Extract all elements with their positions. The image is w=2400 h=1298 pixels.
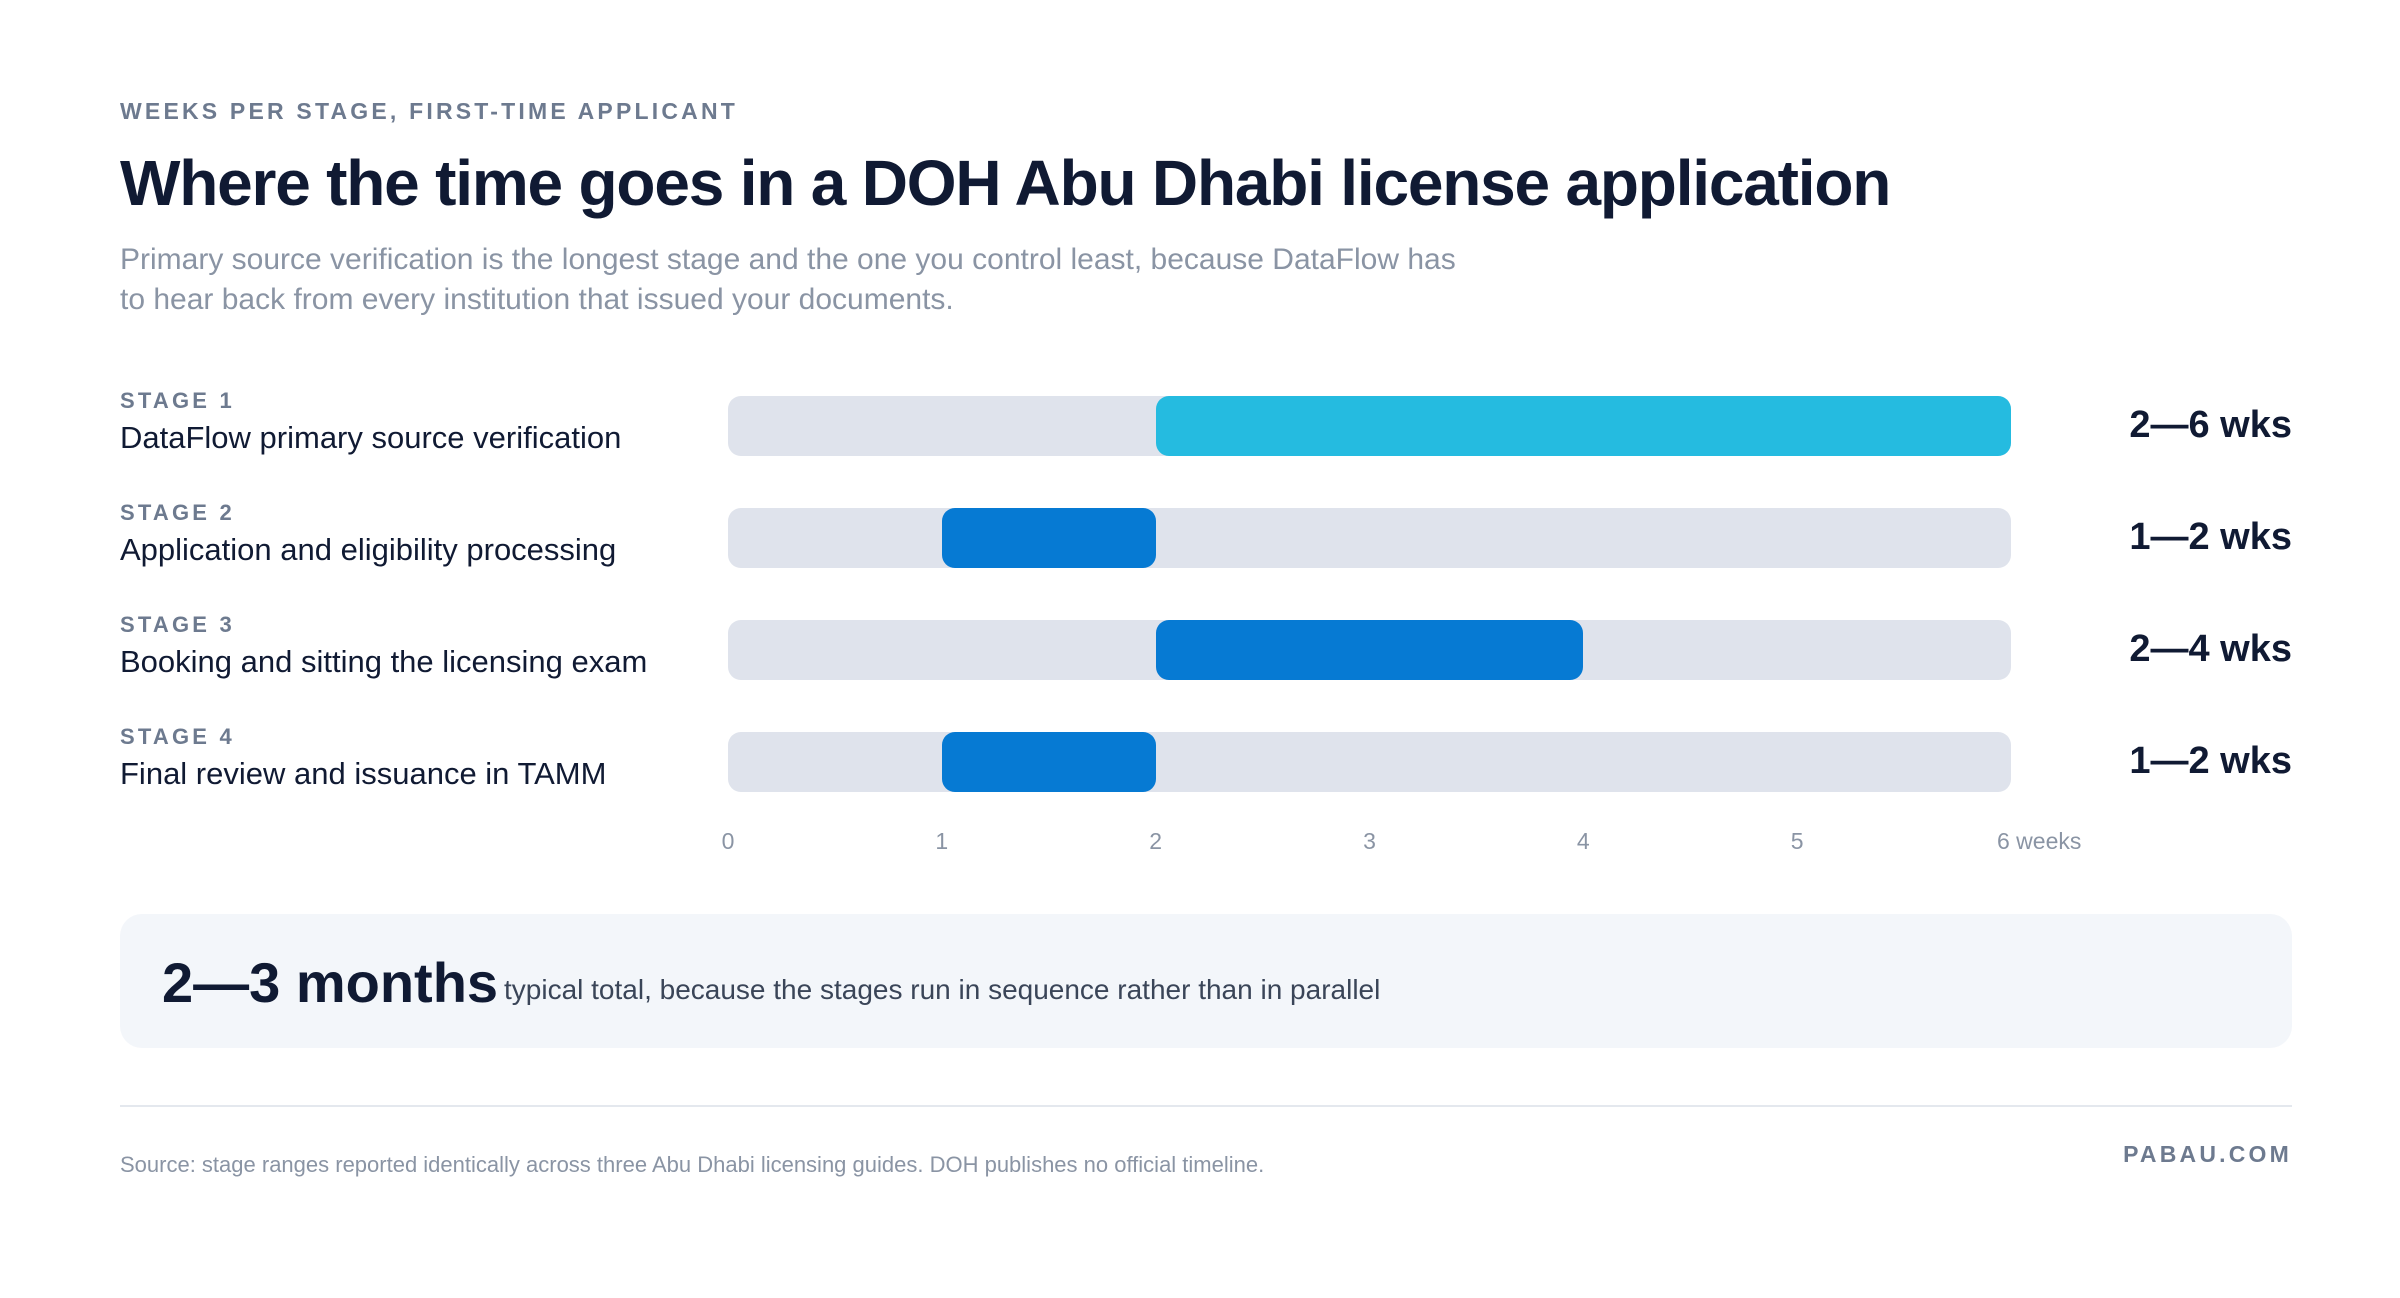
stage-row: STAGE 1 DataFlow primary source verificat… [120, 388, 2292, 478]
stage-name-label: Final review and issuance in TAMM [120, 756, 607, 791]
range-bar [941, 732, 1156, 792]
bar-track [728, 508, 2011, 568]
x-axis: 0 1 2 3 4 5 6 weeks [722, 828, 2082, 858]
range-bar [1155, 396, 2011, 456]
chart-title: Where the time goes in a DOH Abu Dhabi l… [120, 147, 1891, 219]
x-tick-label: 6 weeks [1997, 828, 2082, 854]
stage-number-label: STAGE 2 [120, 500, 235, 525]
x-tick-label: 0 [721, 828, 735, 854]
stage-row: STAGE 2 Application and eligibility proce… [120, 500, 2292, 590]
x-tick-label: 5 [1790, 828, 1804, 854]
stage-name-label: Application and eligibility processing [120, 532, 617, 567]
range-bar [1155, 620, 1584, 680]
total-summary-card: 2—3 months typical total, because the st… [120, 914, 2292, 1048]
range-value-label: 1—2 wks [2129, 740, 2292, 782]
stage-name-label: Booking and sitting the licensing exam [120, 644, 648, 679]
total-note: typical total, because the stages run in… [504, 974, 1381, 1005]
stage-number-label: STAGE 1 [120, 388, 235, 413]
bar-track [728, 732, 2011, 792]
range-bar [941, 508, 1156, 568]
total-value: 2—3 months [162, 951, 499, 1014]
x-tick-label: 2 [1149, 828, 1163, 854]
x-tick-label: 1 [935, 828, 949, 854]
source-note: Source: stage ranges reported identicall… [120, 1152, 1265, 1177]
stage-row: STAGE 4 Final review and issuance in TAMM… [120, 724, 2292, 814]
brand-label: PABAU.COM [2123, 1141, 2292, 1167]
range-value-label: 1—2 wks [2129, 516, 2292, 558]
eyebrow-label: WEEKS PER STAGE, FIRST-TIME APPLICANT [120, 98, 739, 124]
stage-row: STAGE 3 Booking and sitting the licensing… [120, 612, 2292, 702]
stage-number-label: STAGE 4 [120, 724, 235, 749]
infographic: WEEKS PER STAGE, FIRST-TIME APPLICANT Wh… [120, 0, 2292, 1298]
x-tick-label: 3 [1363, 828, 1376, 854]
chart-subtitle: Primary source verification is the longe… [120, 243, 1456, 316]
x-tick-label: 4 [1576, 828, 1590, 854]
range-value-label: 2—6 wks [2129, 404, 2292, 446]
range-value-label: 2—4 wks [2129, 628, 2292, 670]
bar-track [728, 396, 2011, 456]
bar-track [728, 620, 2011, 680]
stage-number-label: STAGE 3 [120, 612, 235, 637]
stage-name-label: DataFlow primary source verification [120, 420, 622, 455]
footer-divider [120, 1105, 2292, 1107]
